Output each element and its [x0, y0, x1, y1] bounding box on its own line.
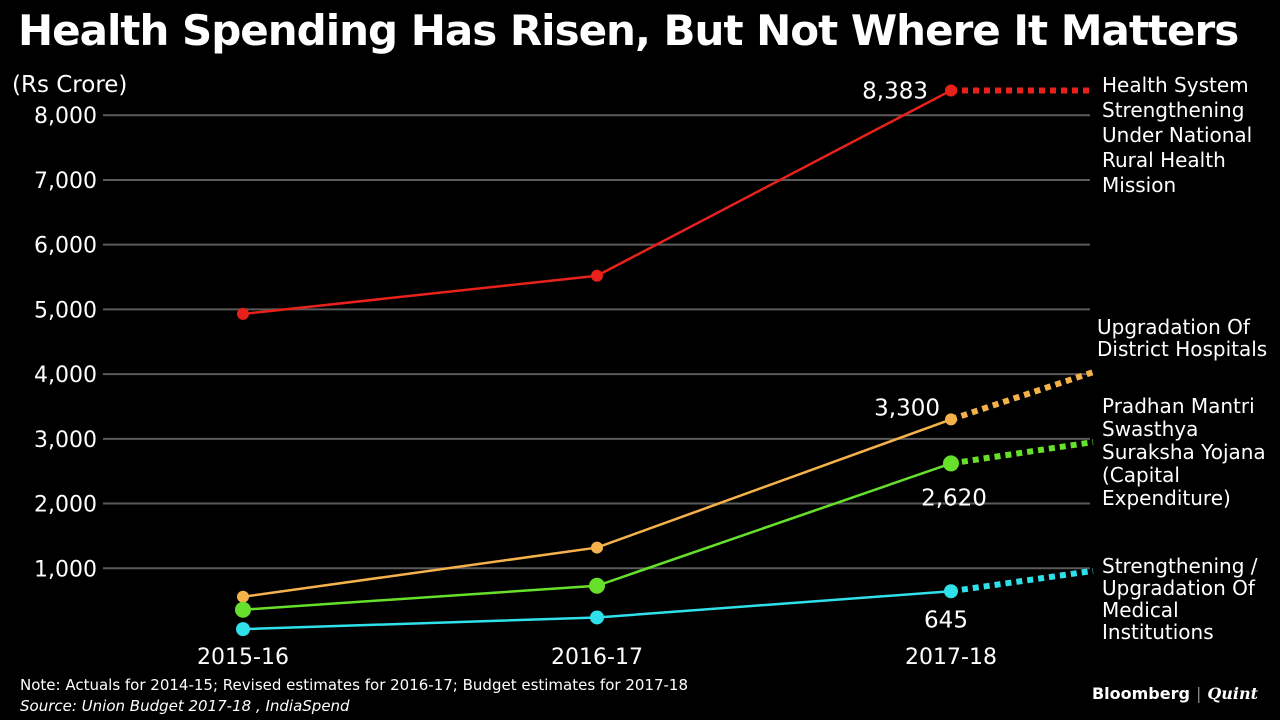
- series-projection: [950, 369, 1094, 423]
- y-tick-label: 2,000: [34, 493, 97, 518]
- footnote: Note: Actuals for 2014-15; Revised estim…: [20, 676, 688, 694]
- data-point: [945, 84, 957, 97]
- y-tick-label: 1,000: [34, 557, 97, 582]
- y-tick-label: 7,000: [34, 169, 97, 194]
- data-point: [589, 577, 605, 594]
- series-label-line: (Capital: [1102, 463, 1180, 487]
- data-point: [945, 413, 957, 426]
- series-labels: 8,383 Health System Strengthening Under Nat…: [862, 73, 1267, 644]
- y-tick-label: 4,000: [34, 363, 97, 388]
- series-label-line: Upgradation Of: [1097, 315, 1251, 339]
- series-label-line: Swasthya: [1102, 417, 1198, 441]
- y-tick-label: 5,000: [34, 298, 97, 323]
- series-label-line: Strengthening: [1102, 98, 1244, 122]
- series-layer: [235, 84, 1094, 637]
- chart-title: Health Spending Has Risen, But Not Where…: [18, 6, 1239, 55]
- series-projection: [950, 439, 1094, 467]
- brand-secondary: Quint: [1207, 684, 1258, 703]
- data-point: [591, 269, 603, 282]
- series-label-line: Rural Health: [1102, 148, 1226, 172]
- x-tick-label: 2017-18: [905, 645, 997, 670]
- brand-primary: Bloomberg: [1091, 684, 1190, 703]
- data-label: 2,620: [921, 485, 987, 511]
- series-label-line: District Hospitals: [1097, 337, 1267, 361]
- series-label-line: Strengthening /: [1102, 554, 1258, 578]
- data-point: [944, 584, 958, 599]
- series-label-line: Expenditure): [1102, 486, 1231, 510]
- brand-separator: |: [1195, 684, 1202, 703]
- data-point: [236, 622, 250, 637]
- series-label-line: Pradhan Mantri: [1102, 394, 1255, 418]
- series-label: Health System Strengthening Under National…: [1102, 73, 1252, 197]
- gridlines: [103, 114, 1090, 570]
- source-note: Source: Union Budget 2017-18 , IndiaSpen…: [20, 697, 350, 715]
- series-label-line: Health System: [1102, 73, 1249, 97]
- series-label: Upgradation Of District Hospitals: [1097, 315, 1267, 361]
- y-tick-label: 6,000: [34, 234, 97, 259]
- series-label-line: Under National: [1102, 123, 1252, 147]
- series-label: Strengthening / Upgradation Of Medical Inst…: [1102, 554, 1258, 644]
- data-point: [237, 590, 249, 603]
- y-tick-label: 8,000: [34, 104, 97, 129]
- x-axis-ticks: 2015-16 2016-17 2017-18: [197, 645, 997, 670]
- series-label-line: Mission: [1102, 173, 1176, 197]
- series-label-line: Medical: [1102, 598, 1179, 622]
- series-projection: [950, 567, 1094, 595]
- data-point: [590, 610, 604, 625]
- y-axis-unit-label: (Rs Crore): [12, 72, 128, 98]
- series-label: Pradhan Mantri Swasthya Suraksha Yojana (Ca…: [1102, 394, 1266, 510]
- brand-logo: Bloomberg | Quint: [1092, 684, 1258, 703]
- data-point: [235, 601, 251, 618]
- x-tick-label: 2016-17: [551, 645, 643, 670]
- data-label: 3,300: [874, 395, 940, 421]
- data-point: [237, 307, 249, 320]
- series-label-line: Suraksha Yojana: [1102, 440, 1266, 464]
- y-axis-ticks: 1,000 2,000 3,000 4,000 5,000 6,000 7,000 8,000: [34, 104, 97, 582]
- data-label: 645: [924, 607, 968, 633]
- y-tick-label: 3,000: [34, 428, 97, 453]
- series-label-line: Institutions: [1102, 620, 1214, 644]
- data-point: [943, 455, 959, 472]
- data-point: [591, 541, 603, 554]
- x-tick-label: 2015-16: [197, 645, 289, 670]
- data-label: 8,383: [862, 78, 928, 104]
- series-label-line: Upgradation Of: [1102, 576, 1256, 600]
- series-line: [242, 418, 952, 598]
